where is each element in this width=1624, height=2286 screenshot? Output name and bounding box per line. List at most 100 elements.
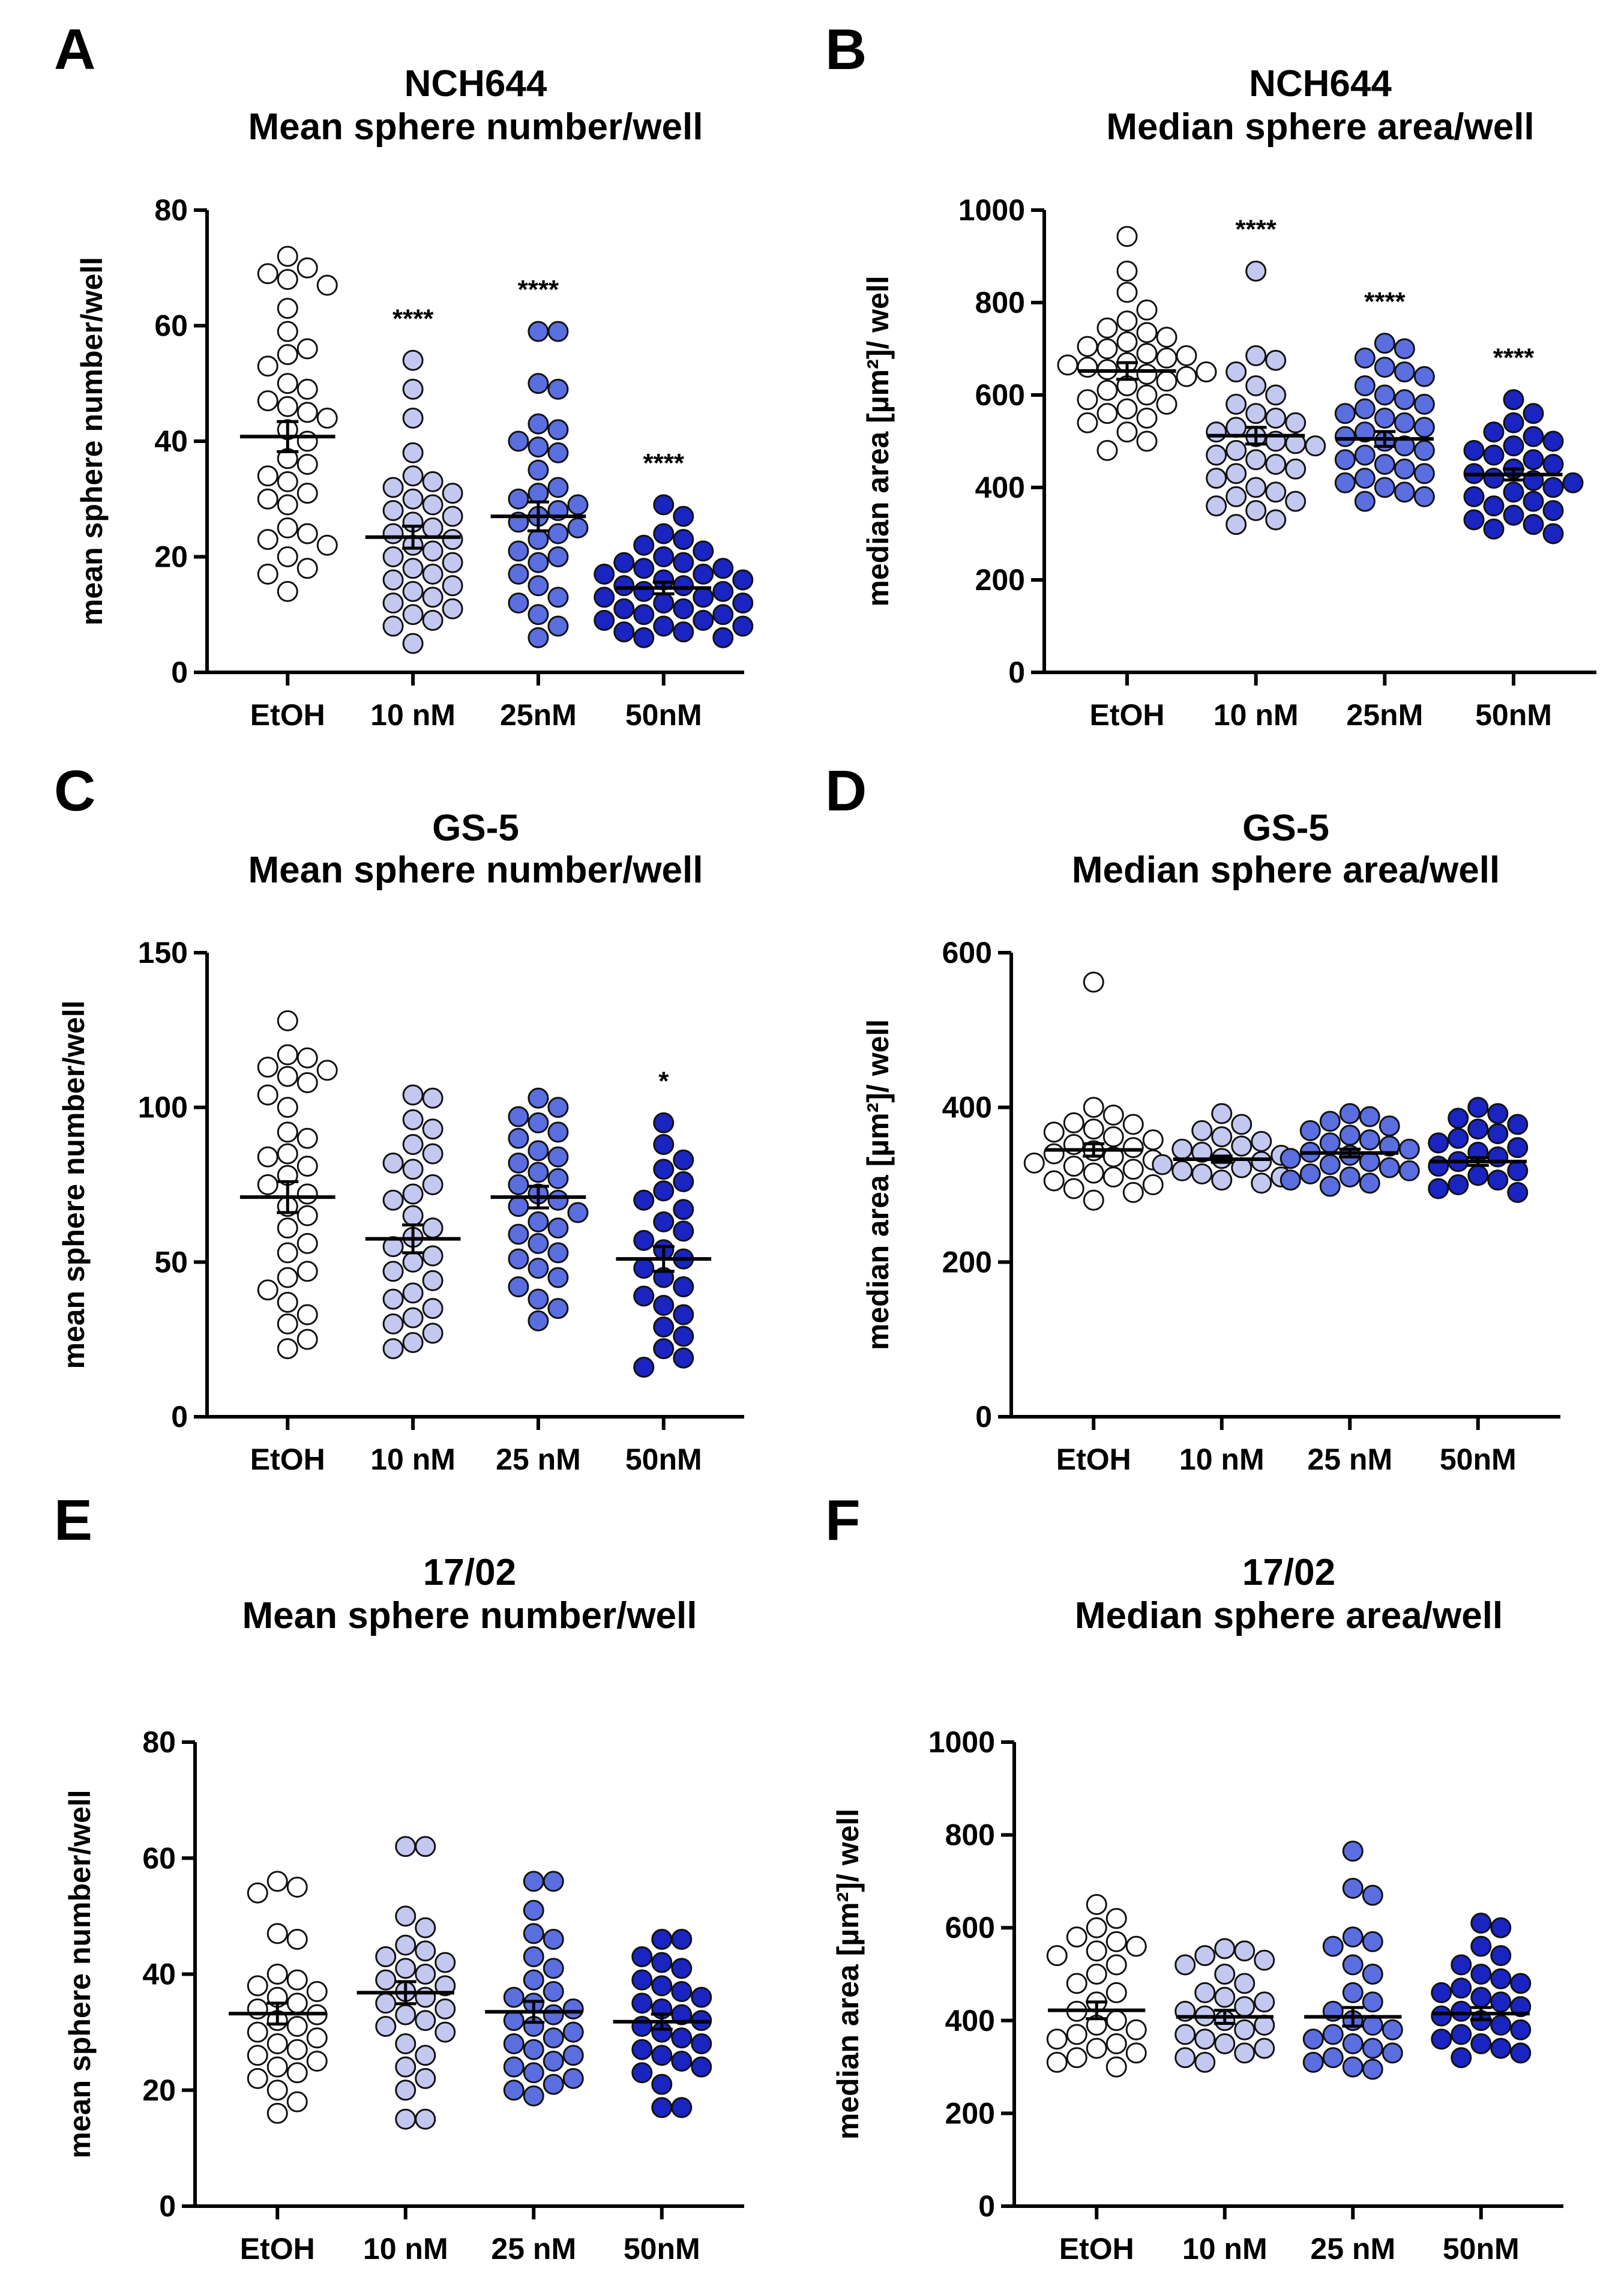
- data-point: [1086, 1917, 1107, 1938]
- data-point: [523, 1946, 544, 1968]
- data-point: [1339, 1124, 1361, 1146]
- data-point: [1319, 1175, 1341, 1197]
- data-point: [1562, 472, 1584, 493]
- significance-marker: ****: [1493, 343, 1535, 373]
- data-point: [1194, 1945, 1216, 1967]
- data-point: [1483, 495, 1505, 517]
- data-point: [1171, 1138, 1193, 1160]
- data-point: [651, 2097, 673, 2119]
- data-point: [277, 1010, 298, 1031]
- x-tick-label: 10 nM: [370, 1443, 456, 1476]
- data-point: [653, 1294, 675, 1316]
- data-point: [523, 1923, 544, 1944]
- data-point: [1542, 430, 1564, 452]
- data-point: [296, 1183, 318, 1205]
- data-point: [277, 546, 298, 567]
- data-point: [1116, 398, 1138, 420]
- data-point: [1214, 2033, 1236, 2054]
- data-point: [1063, 1156, 1084, 1177]
- data-point: [562, 1998, 584, 2019]
- data-point: [1428, 1178, 1449, 1199]
- data-point: [1394, 389, 1415, 411]
- data-point: [402, 488, 424, 510]
- data-point: [1487, 1123, 1509, 1144]
- data-point: [1043, 1170, 1065, 1192]
- data-point: [395, 1958, 417, 1979]
- data-point: [633, 534, 655, 556]
- data-point: [415, 2010, 436, 2031]
- data-point: [415, 1964, 436, 1985]
- data-point: [402, 349, 424, 371]
- y-tick-label: 80: [142, 1725, 176, 1759]
- y-tick-label: 400: [945, 2004, 995, 2037]
- data-point: [382, 1261, 404, 1282]
- data-point: [382, 1152, 404, 1174]
- y-tick-label: 0: [171, 1400, 188, 1434]
- data-point: [277, 1242, 298, 1264]
- data-point: [1507, 1160, 1529, 1181]
- data-point: [1211, 1169, 1233, 1191]
- data-point: [286, 2091, 308, 2113]
- data-point: [1234, 1996, 1256, 2018]
- data-point: [691, 2033, 712, 2054]
- data-point: [1245, 261, 1267, 282]
- data-point: [1451, 2024, 1472, 2045]
- x-tick-label: 25nM: [1346, 698, 1423, 732]
- data-point: [633, 1189, 655, 1211]
- y-tick-label: 800: [945, 1818, 995, 1852]
- y-tick-label: 200: [945, 2096, 995, 2130]
- data-point: [277, 373, 298, 394]
- data-point: [422, 517, 444, 538]
- data-point: [1125, 2019, 1147, 2040]
- data-point: [422, 1118, 444, 1140]
- data-point: [523, 1899, 544, 1921]
- data-point: [247, 2045, 268, 2066]
- significance-marker: ****: [643, 448, 685, 478]
- data-point: [1136, 299, 1158, 321]
- data-point: [1066, 2047, 1087, 2069]
- data-point: [547, 321, 569, 342]
- data-point: [1023, 1152, 1045, 1174]
- data-point: [257, 1057, 278, 1078]
- data-point: [395, 1905, 417, 1927]
- y-tick-label: 50: [154, 1245, 188, 1279]
- chart-title: NCH644: [1249, 63, 1392, 104]
- data-point: [653, 1134, 675, 1156]
- data-point: [1280, 1169, 1301, 1191]
- data-point: [508, 593, 529, 614]
- data-point: [631, 1992, 653, 2014]
- y-tick-label: 60: [142, 1841, 176, 1875]
- data-point: [633, 1229, 655, 1251]
- data-point: [1379, 1135, 1400, 1157]
- data-point: [653, 1338, 675, 1360]
- x-tick-label: 50nM: [1475, 698, 1552, 732]
- data-point: [402, 465, 424, 487]
- data-point: [296, 523, 318, 544]
- data-point: [547, 615, 569, 637]
- significance-marker: ****: [1364, 287, 1406, 316]
- data-point: [1174, 2047, 1196, 2069]
- y-axis-label: mean sphere number/well: [75, 257, 109, 626]
- data-point: [1226, 463, 1247, 484]
- data-point: [547, 523, 569, 544]
- data-point: [1362, 2058, 1383, 2080]
- significance-marker: ****: [392, 304, 434, 333]
- x-tick-label: EtOH: [240, 2232, 315, 2266]
- data-point: [1096, 379, 1118, 401]
- y-axis-label: mean sphere number/well: [57, 1000, 91, 1369]
- data-point: [402, 558, 424, 579]
- data-point: [1451, 2000, 1472, 2022]
- data-point: [296, 1072, 318, 1093]
- data-point: [1105, 2033, 1127, 2054]
- data-point: [1510, 2019, 1532, 2040]
- data-point: [442, 505, 463, 527]
- data-point: [567, 1202, 589, 1223]
- data-point: [712, 558, 734, 579]
- data-point: [671, 1929, 693, 1950]
- data-point: [528, 604, 549, 626]
- data-point: [1136, 408, 1158, 429]
- data-point: [1342, 1877, 1364, 1899]
- data-point: [422, 609, 444, 631]
